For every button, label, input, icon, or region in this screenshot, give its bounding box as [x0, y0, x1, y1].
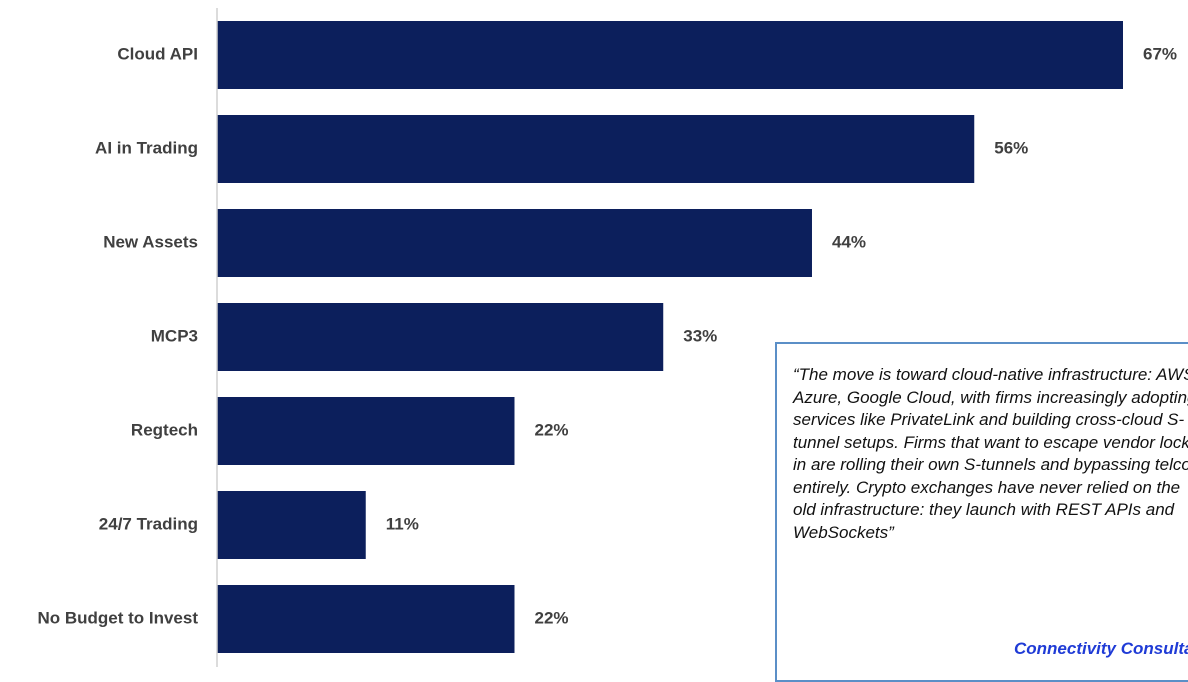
category-label-mcp3: MCP3 [151, 326, 198, 345]
bar-24-7-trading [217, 491, 366, 559]
quote-callout-box: “The move is toward cloud-native infrast… [775, 342, 1188, 682]
bar-new-assets [217, 209, 812, 277]
bar-ai-in-trading [217, 115, 975, 183]
category-labels-group: Cloud API AI in Trading New Assets MCP3 Regt… [37, 44, 198, 627]
bar-regtech [217, 397, 515, 465]
value-label-24-7-trading: 11% [386, 514, 419, 533]
category-label-cloud-api: Cloud API [117, 44, 198, 63]
value-label-new-assets: 44% [832, 232, 866, 251]
bar-cloud-api [217, 21, 1123, 89]
value-label-ai-in-trading: 56% [994, 138, 1028, 157]
value-label-cloud-api: 67% [1143, 44, 1177, 63]
bars-group [217, 21, 1123, 653]
quote-text: “The move is toward cloud-native infrast… [793, 365, 1188, 542]
value-label-regtech: 22% [534, 420, 568, 439]
category-label-regtech: Regtech [131, 420, 198, 439]
bar-chart: Cloud API AI in Trading New Assets MCP3 Regt… [37, 8, 1177, 667]
category-label-ai-in-trading: AI in Trading [95, 138, 198, 157]
category-label-24-7-trading: 24/7 Trading [99, 514, 198, 533]
bar-mcp3 [217, 303, 664, 371]
value-labels-group: 67% 56% 44% 33% 22% 11% 22% [386, 44, 1177, 627]
category-label-new-assets: New Assets [103, 232, 198, 251]
quote-source: Connectivity Consultant [1014, 639, 1188, 658]
category-label-no-budget-to-invest: No Budget to Invest [37, 608, 198, 627]
value-label-no-budget-to-invest: 22% [534, 608, 568, 627]
value-label-mcp3: 33% [683, 326, 717, 345]
bar-no-budget-to-invest [217, 585, 515, 653]
